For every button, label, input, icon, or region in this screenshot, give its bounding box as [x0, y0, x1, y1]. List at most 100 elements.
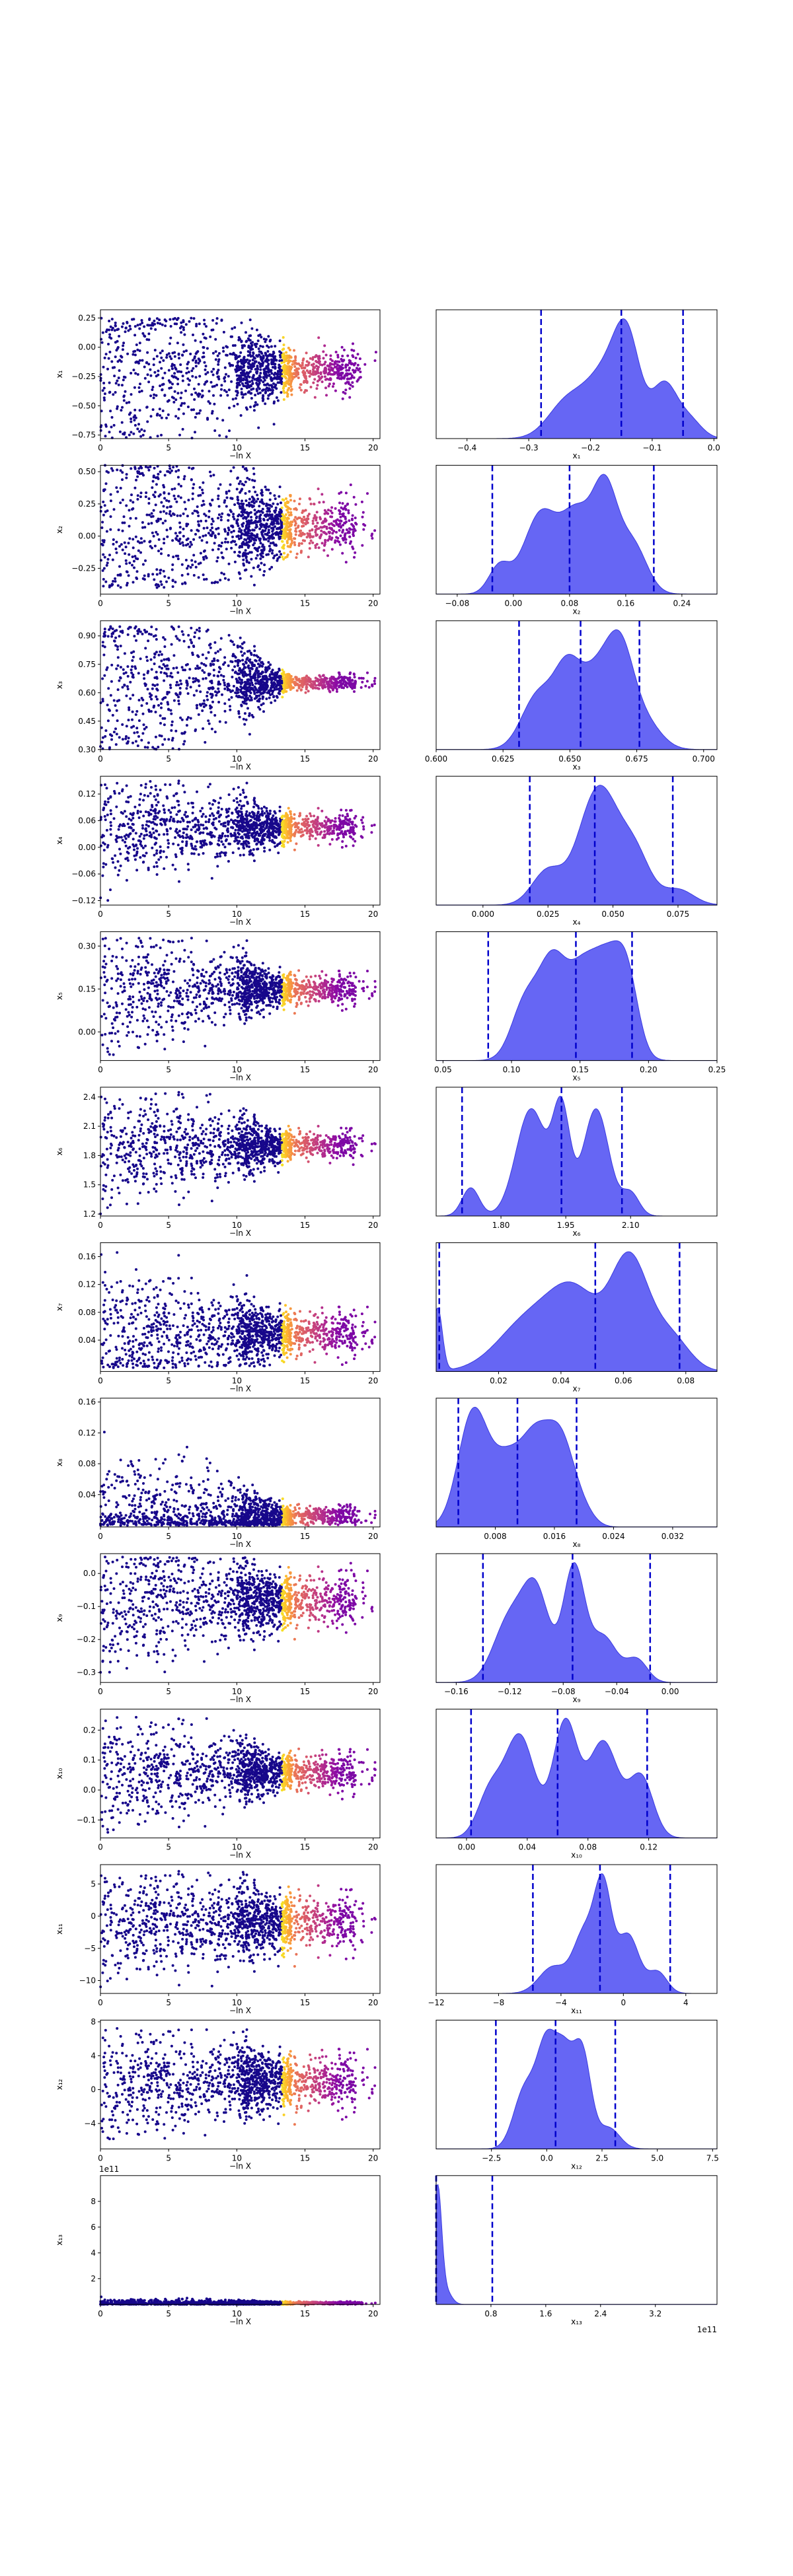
- scatter-point: [145, 655, 148, 659]
- scatter-point: [155, 695, 158, 698]
- scatter-point: [168, 342, 171, 345]
- scatter-point: [203, 322, 206, 326]
- scatter-point: [118, 369, 121, 372]
- scatter-point: [139, 784, 143, 787]
- scatter-point: [289, 368, 292, 371]
- scatter-point: [274, 511, 277, 514]
- scatter-point: [136, 470, 139, 473]
- scatter-point: [293, 813, 296, 816]
- scatter-point: [285, 351, 288, 354]
- scatter-point: [229, 364, 232, 367]
- scatter-point: [259, 368, 262, 371]
- scatter-point: [227, 807, 231, 810]
- scatter-point: [116, 345, 120, 349]
- scatter-point: [278, 809, 282, 812]
- scatter-point: [245, 556, 248, 559]
- scatter-point: [186, 863, 190, 866]
- scatter-point: [254, 673, 257, 676]
- scatter-point: [293, 537, 297, 540]
- scatter-point: [225, 353, 228, 357]
- scatter-point: [262, 376, 266, 380]
- scatter-point: [194, 532, 197, 536]
- scatter-point: [289, 511, 293, 514]
- scatter-point: [248, 540, 251, 544]
- scatter-point: [133, 353, 137, 357]
- scatter-point: [267, 661, 270, 664]
- scatter-point: [161, 388, 164, 391]
- scatter-point: [122, 344, 125, 347]
- scatter-point: [129, 697, 132, 700]
- scatter-point: [324, 369, 328, 372]
- scatter-point: [210, 727, 213, 731]
- scatter-point: [241, 674, 245, 677]
- scatter-point: [121, 723, 124, 726]
- scatter-point: [301, 677, 304, 680]
- scatter-point: [274, 355, 277, 358]
- scatter-point: [141, 359, 144, 362]
- scatter-point: [136, 557, 139, 561]
- scatter-point: [178, 702, 180, 705]
- scatter-point: [211, 373, 215, 376]
- scatter-point: [305, 389, 308, 392]
- scatter-point: [233, 560, 237, 563]
- scatter-point: [167, 808, 170, 812]
- scatter-point: [188, 676, 191, 680]
- scatter-point: [249, 406, 252, 409]
- scatter-point: [324, 361, 327, 364]
- scatter-point: [262, 394, 265, 397]
- scatter-point: [160, 583, 163, 586]
- scatter-point: [304, 691, 307, 694]
- scatter-point: [282, 545, 285, 548]
- scatter-point: [282, 398, 285, 401]
- scatter-point: [245, 818, 248, 820]
- scatter-point: [307, 690, 310, 693]
- scatter-point: [271, 523, 274, 526]
- scatter-point: [214, 350, 217, 353]
- scatter-point: [211, 694, 214, 697]
- scatter-point: [323, 372, 326, 375]
- scatter-point: [346, 686, 349, 689]
- scatter-point: [223, 577, 227, 580]
- scatter-point: [109, 499, 112, 503]
- scatter-point: [186, 716, 190, 719]
- scatter-point: [219, 822, 223, 826]
- scatter-point: [192, 538, 196, 541]
- scatter-point: [289, 380, 293, 384]
- scatter-point: [259, 542, 262, 545]
- scatter-point: [277, 533, 280, 536]
- scatter-point: [270, 362, 274, 365]
- scatter-point: [184, 836, 188, 840]
- scatter-point: [259, 372, 262, 375]
- scatter-point: [180, 718, 184, 721]
- scatter-point: [270, 565, 274, 569]
- scatter-point: [133, 848, 135, 851]
- scatter-point: [168, 386, 171, 390]
- scatter-point: [252, 663, 255, 666]
- scatter-point: [174, 729, 178, 733]
- y-tick-label: −0.25: [71, 372, 96, 381]
- scatter-point: [250, 678, 252, 680]
- scatter-point: [263, 691, 266, 694]
- scatter-point: [276, 513, 280, 517]
- scatter-point: [252, 356, 256, 359]
- scatter-point: [340, 345, 344, 349]
- scatter-point: [328, 365, 330, 368]
- scatter-point: [314, 371, 317, 374]
- scatter-point: [143, 574, 146, 577]
- scatter-point: [336, 364, 339, 367]
- scatter-point: [101, 736, 104, 739]
- scatter-point: [119, 666, 122, 669]
- scatter-point: [253, 360, 256, 363]
- scatter-point: [161, 376, 165, 380]
- scatter-point: [352, 547, 355, 550]
- scatter-point: [299, 383, 303, 386]
- scatter-point: [136, 497, 139, 501]
- scatter-point: [233, 404, 236, 408]
- scatter-point: [205, 657, 208, 660]
- scatter-point: [140, 704, 143, 707]
- scatter-point: [157, 858, 161, 861]
- scatter-point: [208, 470, 211, 474]
- scatter-point: [132, 655, 135, 659]
- scatter-point: [295, 842, 298, 845]
- scatter-point: [202, 827, 206, 830]
